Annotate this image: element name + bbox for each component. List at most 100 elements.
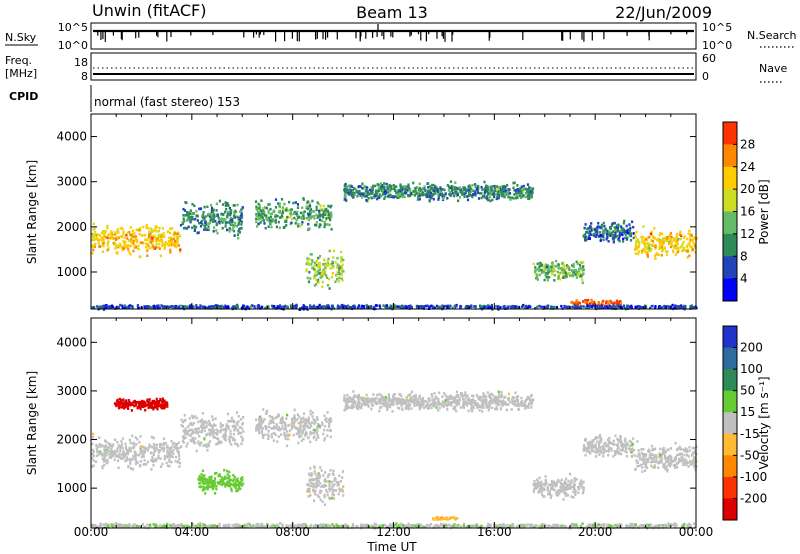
power-cell [343, 184, 346, 187]
velocity-cell [233, 475, 236, 479]
power-cell [562, 268, 565, 272]
power-cell [322, 273, 325, 277]
power-cell [366, 192, 370, 196]
power-cell [94, 237, 97, 241]
power-cell [307, 280, 311, 284]
power-cell [536, 305, 539, 309]
velocity-cell [106, 458, 109, 462]
velocity-cell [101, 444, 104, 447]
power-cell [151, 242, 154, 246]
velocity-cell [301, 432, 304, 435]
power-cell [204, 221, 207, 225]
power-cell [325, 276, 329, 279]
power-cell [398, 305, 401, 309]
velocity-cell [302, 420, 305, 423]
power-cell [455, 186, 458, 190]
velocity-cell [223, 437, 226, 441]
velocity-cell [119, 400, 122, 404]
power-cell [199, 207, 203, 211]
velocity-cell [265, 427, 268, 430]
velocity-cell [488, 393, 491, 396]
power-cell [507, 195, 510, 199]
power-cell [439, 305, 442, 309]
velocity-cell [282, 427, 285, 431]
power-cell [668, 305, 671, 309]
power-cell [418, 305, 421, 308]
velocity-cell [148, 398, 151, 401]
velocity-cell [230, 443, 233, 446]
power-cell [513, 196, 516, 200]
power-cell [270, 225, 273, 229]
velocity-cell [255, 418, 258, 421]
power-cell [397, 192, 400, 195]
velocity-cell [233, 438, 236, 442]
velocity-cell [189, 434, 192, 437]
velocity-cell [504, 395, 507, 399]
power-cell [521, 305, 524, 308]
freq-unit: [MHz] [5, 67, 37, 80]
velocity-cell [170, 460, 173, 464]
power-cell [106, 248, 109, 252]
velocity-cell [190, 432, 193, 436]
power-cell [209, 306, 212, 310]
power-cell [663, 240, 666, 243]
power-cell [661, 306, 664, 309]
power-cell [332, 256, 335, 259]
power-cell [377, 186, 380, 190]
velocity-cell [478, 409, 481, 412]
power-cell [654, 305, 657, 308]
velocity-cell [329, 489, 332, 492]
velocity-cell [181, 425, 184, 428]
power-cell [319, 207, 322, 211]
power-cell [689, 306, 692, 310]
velocity-cell [336, 482, 339, 486]
power-cell [675, 235, 678, 239]
velocity-cell [376, 401, 379, 404]
power-cell [111, 304, 114, 308]
velocity-cell [239, 483, 242, 486]
power-cell [537, 266, 540, 269]
velocity-cell [352, 399, 355, 403]
power-cell [551, 271, 554, 275]
power-cell [153, 304, 156, 308]
power-cell [442, 197, 445, 200]
power-cell [404, 191, 407, 195]
velocity-cell [338, 474, 341, 478]
power-cell [177, 235, 180, 239]
velocity-cell [144, 447, 147, 451]
power-cell [607, 302, 610, 306]
power-cell [99, 234, 102, 237]
power-cell [581, 281, 584, 285]
power-cell [611, 222, 614, 226]
power-cell [224, 225, 227, 228]
power-cell [371, 191, 374, 194]
velocity-cell [441, 400, 444, 404]
velocity-cell [228, 470, 231, 474]
power-cell [427, 189, 430, 193]
power-cell [274, 218, 277, 222]
power-cell [279, 209, 282, 213]
velocity-cell [114, 454, 117, 458]
power-cell [162, 234, 165, 238]
power-cell [224, 305, 228, 309]
power-cell [516, 188, 519, 191]
power-cell [425, 193, 428, 197]
velocity-cell [326, 490, 329, 494]
power-cell [666, 305, 669, 308]
velocity-cell [299, 430, 302, 434]
velocity-cell [126, 449, 129, 452]
velocity-cell [197, 440, 200, 443]
power-cell [634, 305, 637, 309]
velocity-cell [210, 477, 213, 480]
power-cell [130, 236, 133, 239]
velocity-cell [517, 404, 520, 407]
power-cell [212, 229, 215, 233]
velocity-cell [526, 395, 529, 399]
power-cell [192, 212, 195, 215]
velocity-cell [119, 449, 122, 453]
velocity-cell [158, 404, 161, 408]
power-cell [341, 279, 344, 282]
power-cell [585, 231, 588, 234]
power-cell [654, 245, 657, 248]
power-cell [682, 246, 685, 250]
